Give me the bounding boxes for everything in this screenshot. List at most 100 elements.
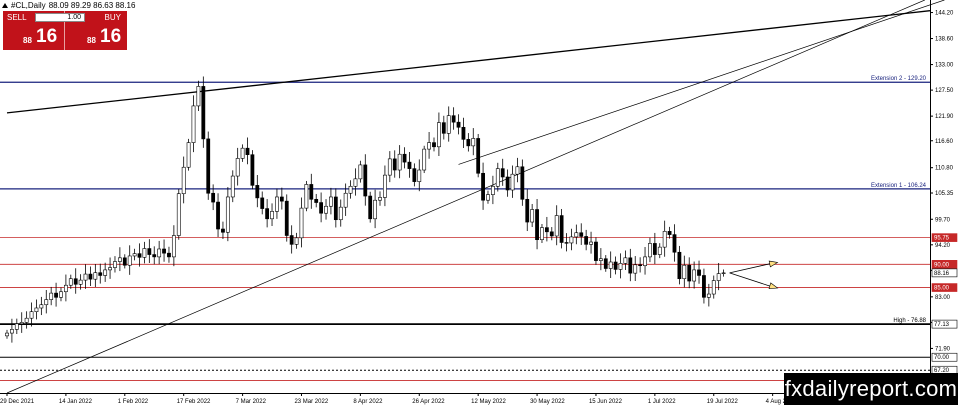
candle-body xyxy=(716,273,721,281)
candle xyxy=(476,133,481,178)
candle-body xyxy=(29,311,34,319)
candle xyxy=(147,239,152,263)
candle xyxy=(446,106,451,142)
candle xyxy=(628,248,633,282)
candle xyxy=(103,262,108,282)
x-tick-label: 29 Dec 2021 xyxy=(0,399,35,405)
candle-body xyxy=(559,215,564,243)
candle-body xyxy=(495,168,500,187)
candle-body xyxy=(24,317,29,323)
candle-body xyxy=(68,278,73,286)
candle xyxy=(510,165,515,198)
candle xyxy=(378,191,382,206)
candle xyxy=(44,289,49,314)
candle-body xyxy=(486,194,490,201)
candle-body xyxy=(476,138,481,174)
buy-price-small: 88 xyxy=(87,36,96,45)
candle-body xyxy=(181,166,186,195)
candle xyxy=(230,170,235,203)
candle xyxy=(19,312,24,333)
candle xyxy=(559,208,564,249)
lot-size-input[interactable] xyxy=(35,13,85,22)
candle-body xyxy=(294,237,299,245)
candle xyxy=(495,162,500,192)
candle-body xyxy=(613,261,618,270)
candle-body xyxy=(333,196,338,221)
candle xyxy=(324,199,328,220)
candle-body xyxy=(500,168,505,178)
candle-body xyxy=(206,138,211,194)
candle-body xyxy=(314,198,319,203)
candle-body xyxy=(108,267,112,271)
candle xyxy=(142,241,147,264)
candle-body xyxy=(211,192,216,203)
candle xyxy=(181,156,186,204)
candle xyxy=(167,246,171,263)
candle xyxy=(692,261,697,289)
candle xyxy=(240,144,245,162)
candle-body xyxy=(54,292,58,298)
long-trendline xyxy=(6,10,931,114)
candle xyxy=(225,187,230,242)
candle xyxy=(574,224,579,245)
candle xyxy=(201,76,206,148)
candle-body xyxy=(157,248,162,258)
candle xyxy=(540,223,544,243)
candle xyxy=(402,147,407,169)
candle xyxy=(34,299,39,320)
candle xyxy=(633,256,638,282)
candle-body xyxy=(657,246,662,255)
candle xyxy=(716,262,721,291)
candle-body xyxy=(103,269,108,276)
candle-body xyxy=(589,241,593,245)
candle-body xyxy=(628,257,633,274)
candle-body xyxy=(59,291,63,298)
candle-body xyxy=(73,278,78,285)
candle-body xyxy=(525,198,530,223)
candle xyxy=(78,274,83,290)
candle xyxy=(343,183,348,216)
x-tick-label: 23 Mar 2022 xyxy=(294,399,328,405)
candle xyxy=(623,250,628,270)
candle-body xyxy=(422,148,427,171)
candle-body xyxy=(633,264,638,274)
candle-body xyxy=(652,243,657,255)
candle xyxy=(314,193,319,208)
candle xyxy=(157,240,162,265)
candle xyxy=(466,133,471,152)
buy-price-big: 16 xyxy=(100,26,122,47)
candle-body xyxy=(387,158,392,176)
candle xyxy=(441,115,446,140)
candle xyxy=(579,223,584,245)
candle-body xyxy=(113,261,117,268)
x-tick-label: 17 Feb 2022 xyxy=(177,399,211,405)
candle xyxy=(515,157,520,183)
candle-body xyxy=(682,264,687,280)
candle-body xyxy=(584,236,589,245)
candle xyxy=(83,264,88,289)
candle xyxy=(643,247,647,275)
candle-body xyxy=(471,138,476,147)
candle-body xyxy=(284,200,289,236)
y-tick-label: 110.80 xyxy=(935,166,954,172)
candle-body xyxy=(304,184,309,209)
candle-body xyxy=(603,258,608,269)
candle xyxy=(319,192,324,223)
level-label: Extension 2 - 129.20 xyxy=(871,76,927,82)
candle-body xyxy=(451,115,456,123)
level-price-tag xyxy=(931,352,958,362)
candle xyxy=(500,158,505,186)
candle xyxy=(387,151,392,183)
candle-body xyxy=(569,236,574,244)
candle xyxy=(392,150,397,178)
candle-body xyxy=(368,195,373,220)
candle xyxy=(68,274,73,289)
x-tick-label: 15 Jun 2022 xyxy=(589,399,623,405)
candle xyxy=(294,232,299,249)
candle xyxy=(250,150,255,190)
candle xyxy=(191,95,196,153)
buy-label: BUY xyxy=(104,13,121,22)
candle-body xyxy=(338,206,343,221)
